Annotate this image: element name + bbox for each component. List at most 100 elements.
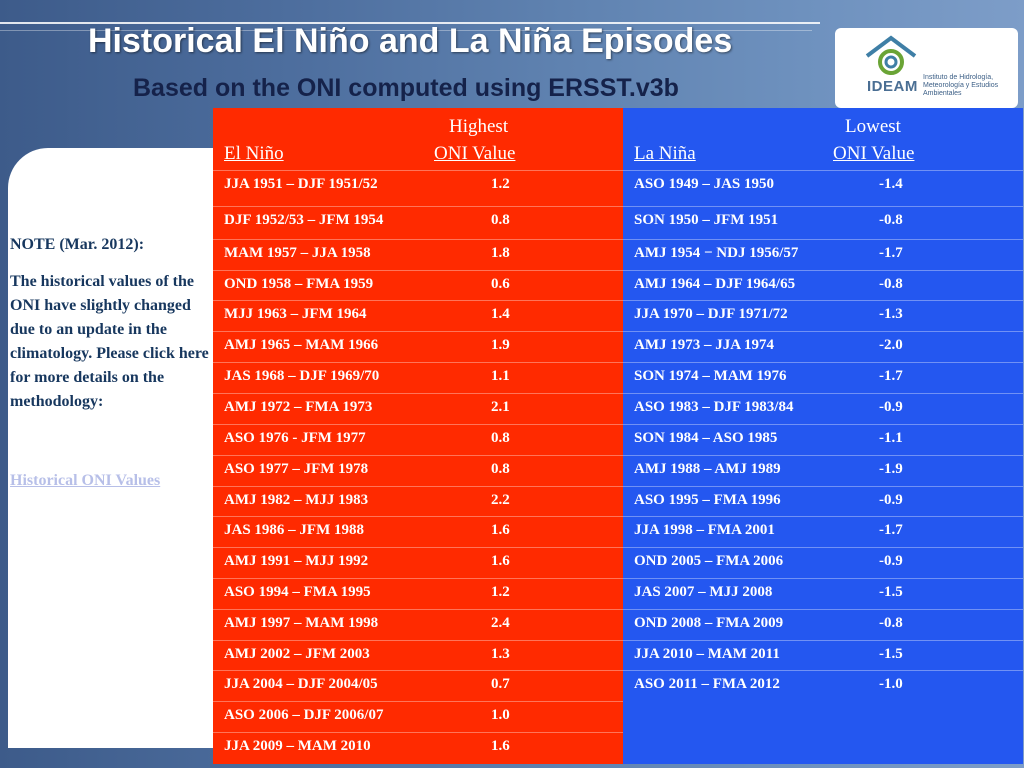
oni-value: -2.0 xyxy=(879,337,903,353)
episode-period: ASO 1983 – DJF 1983/84 xyxy=(634,399,794,415)
episode-period: SON 1984 – ASO 1985 xyxy=(634,430,778,446)
row-separator xyxy=(213,239,623,240)
episode-period: ASO 2006 – DJF 2006/07 xyxy=(224,707,384,723)
oni-value: -1.5 xyxy=(879,646,903,662)
row-separator xyxy=(213,362,623,363)
oni-value: 1.2 xyxy=(491,176,510,192)
row-separator xyxy=(623,578,1023,579)
episode-period: MJJ 1963 – JFM 1964 xyxy=(224,306,367,322)
row-separator xyxy=(623,300,1023,301)
episode-period: DJF 1952/53 – JFM 1954 xyxy=(224,212,384,228)
episode-period: JJA 2004 – DJF 2004/05 xyxy=(224,676,378,692)
episode-period: OND 2008 – FMA 2009 xyxy=(634,615,784,631)
row-separator xyxy=(213,455,623,456)
episode-period: OND 1958 – FMA 1959 xyxy=(224,276,374,292)
decorative-line xyxy=(0,22,820,24)
el-nino-header-top: Highest xyxy=(449,116,509,137)
episode-period: AMJ 1988 – AMJ 1989 xyxy=(634,461,781,477)
row-separator xyxy=(213,424,623,425)
episode-period: AMJ 1973 – JJA 1974 xyxy=(634,337,774,353)
row-separator xyxy=(623,455,1023,456)
la-nina-header-right: ONI Value xyxy=(833,143,915,164)
oni-value: -0.9 xyxy=(879,553,903,569)
row-separator xyxy=(623,516,1023,517)
note-text: The historical values of the ONI have sl… xyxy=(10,273,209,410)
oni-value: 1.4 xyxy=(491,306,510,322)
episode-period: AMJ 1954 − NDJ 1956/57 xyxy=(634,245,799,261)
ideam-logo-icon xyxy=(865,35,917,75)
oni-value: -0.8 xyxy=(879,212,903,228)
logo-subtitle: Instituto de Hidrología, Meteorología y … xyxy=(923,74,999,97)
episode-period: ASO 1976 - JFM 1977 xyxy=(224,430,366,446)
la-nina-table: Lowest La Niña ONI Value ASO 1949 – JAS … xyxy=(623,108,1023,764)
oni-value: 2.2 xyxy=(491,492,510,508)
episode-period: AMJ 1997 – MAM 1998 xyxy=(224,615,379,631)
row-separator xyxy=(213,670,623,671)
oni-value: -1.7 xyxy=(879,245,903,261)
oni-value: -0.9 xyxy=(879,399,903,415)
episode-period: AMJ 1972 – FMA 1973 xyxy=(224,399,373,415)
oni-value: -0.9 xyxy=(879,492,903,508)
row-separator xyxy=(213,609,623,610)
row-separator xyxy=(623,362,1023,363)
title-area: Historical El Niño and La Niña Episodes … xyxy=(0,0,830,108)
el-nino-header-left: El Niño xyxy=(224,143,284,164)
episode-period: SON 1974 – MAM 1976 xyxy=(634,368,787,384)
oni-value: 1.6 xyxy=(491,553,510,569)
oni-value: -1.4 xyxy=(879,176,903,192)
oni-value: -0.8 xyxy=(879,276,903,292)
decorative-line xyxy=(0,30,812,31)
row-separator xyxy=(623,270,1023,271)
row-separator xyxy=(623,331,1023,332)
oni-value: 1.3 xyxy=(491,646,510,662)
row-separator xyxy=(623,670,1023,671)
row-separator xyxy=(623,206,1023,207)
oni-value: 1.6 xyxy=(491,522,510,538)
note-heading: NOTE (Mar. 2012): xyxy=(10,236,145,253)
episode-period: ASO 1994 – FMA 1995 xyxy=(224,584,371,600)
row-separator xyxy=(623,393,1023,394)
el-nino-table: Highest El Niño ONI Value JJA 1951 – DJF… xyxy=(213,108,623,764)
episode-period: JAS 2007 – MJJ 2008 xyxy=(634,584,773,600)
episode-period: ASO 1949 – JAS 1950 xyxy=(634,176,775,192)
episode-period: JJA 2010 – MAM 2011 xyxy=(634,646,780,662)
logo-name: IDEAM xyxy=(867,78,918,95)
oni-value: -1.1 xyxy=(879,430,903,446)
oni-value: -1.7 xyxy=(879,522,903,538)
historical-oni-link[interactable]: Historical ONI Values xyxy=(10,472,161,489)
oni-value: 0.6 xyxy=(491,276,510,292)
oni-value: -1.5 xyxy=(879,584,903,600)
row-separator xyxy=(623,424,1023,425)
oni-value: 0.7 xyxy=(491,676,510,692)
note-panel: NOTE (Mar. 2012): The historical values … xyxy=(8,148,220,748)
row-separator xyxy=(623,170,1023,171)
oni-value: -1.3 xyxy=(879,306,903,322)
oni-value: 2.1 xyxy=(491,399,510,415)
row-separator xyxy=(213,701,623,702)
oni-value: -1.7 xyxy=(879,368,903,384)
oni-value: -1.9 xyxy=(879,461,903,477)
row-separator xyxy=(213,270,623,271)
episode-period: ASO 2011 – FMA 2012 xyxy=(634,676,780,692)
slide-title: Historical El Niño and La Niña Episodes xyxy=(88,22,733,60)
row-separator xyxy=(213,170,623,171)
oni-value: 0.8 xyxy=(491,212,510,228)
oni-value: 1.6 xyxy=(491,738,510,754)
row-separator xyxy=(213,393,623,394)
row-separator xyxy=(213,206,623,207)
la-nina-header-top: Lowest xyxy=(845,116,901,137)
la-nina-header-left: La Niña xyxy=(634,143,696,164)
row-separator xyxy=(213,547,623,548)
episode-period: AMJ 2002 – JFM 2003 xyxy=(224,646,370,662)
episode-period: AMJ 1991 – MJJ 1992 xyxy=(224,553,369,569)
slide-subtitle: Based on the ONI computed using ERSST.v3… xyxy=(133,74,679,102)
episode-period: AMJ 1964 – DJF 1964/65 xyxy=(634,276,796,292)
ideam-logo: IDEAM Instituto de Hidrología, Meteorolo… xyxy=(835,28,1018,108)
episode-period: JJA 1998 – FMA 2001 xyxy=(634,522,775,538)
episode-period: OND 2005 – FMA 2006 xyxy=(634,553,784,569)
episode-period: JJA 1951 – DJF 1951/52 xyxy=(224,176,378,192)
row-separator xyxy=(213,516,623,517)
row-separator xyxy=(213,640,623,641)
oni-value: 1.8 xyxy=(491,245,510,261)
row-separator xyxy=(623,640,1023,641)
